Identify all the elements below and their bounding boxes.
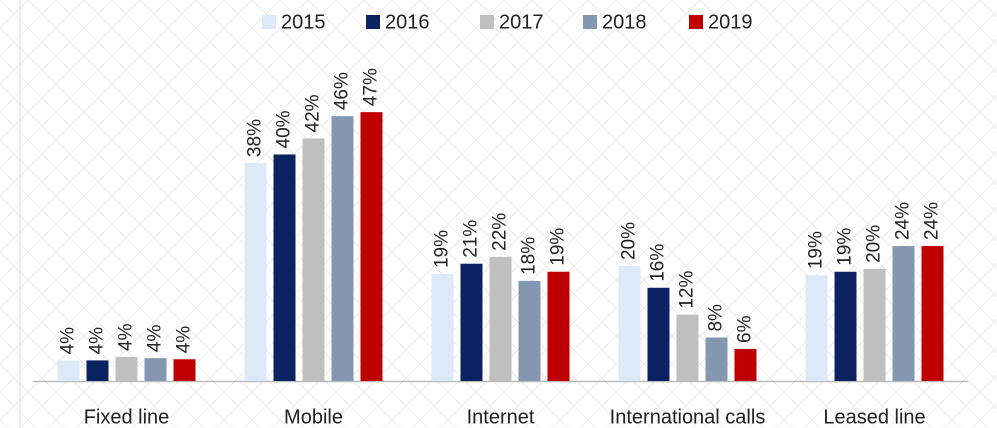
bar xyxy=(86,360,109,381)
legend-label: 2018 xyxy=(602,11,647,33)
data-label: 19% xyxy=(548,228,569,266)
legend-label: 2019 xyxy=(708,11,753,33)
bar xyxy=(618,266,641,381)
bar xyxy=(834,271,857,381)
data-label: 46% xyxy=(332,72,353,110)
bar xyxy=(273,154,296,381)
bar xyxy=(892,246,915,381)
bar xyxy=(547,271,570,381)
data-label: 16% xyxy=(648,244,669,282)
bar xyxy=(360,112,383,381)
legend-swatch xyxy=(689,15,703,29)
bar xyxy=(431,274,454,381)
x-tick-label: Leased line xyxy=(823,406,925,428)
data-label: 24% xyxy=(922,202,943,240)
data-label: 24% xyxy=(893,202,914,240)
data-label: 6% xyxy=(735,315,756,343)
data-label: 21% xyxy=(461,220,482,258)
x-tick-label: International calls xyxy=(610,406,766,428)
bar xyxy=(489,256,512,381)
bar xyxy=(144,358,167,381)
legend-label: 2016 xyxy=(385,11,430,33)
data-label: 8% xyxy=(706,304,727,332)
data-label: 20% xyxy=(864,225,885,263)
data-label: 4% xyxy=(145,325,166,353)
data-label: 18% xyxy=(519,237,540,275)
bar xyxy=(57,360,80,381)
bar xyxy=(921,246,944,381)
legend-swatch xyxy=(262,15,276,29)
bar xyxy=(173,359,196,381)
data-label: 20% xyxy=(619,222,640,260)
data-label: 42% xyxy=(303,94,324,132)
data-label: 38% xyxy=(245,119,266,157)
bar xyxy=(863,268,886,381)
bar xyxy=(518,280,541,381)
bar xyxy=(115,356,138,381)
legend-label: 2015 xyxy=(281,11,326,33)
bar xyxy=(705,337,728,381)
bar xyxy=(460,263,483,381)
data-label: 19% xyxy=(835,228,856,266)
bar xyxy=(734,348,757,381)
bar xyxy=(676,314,699,381)
data-label: 19% xyxy=(432,230,453,268)
data-label: 4% xyxy=(58,327,79,355)
data-label: 19% xyxy=(806,231,827,269)
x-tick-label: Internet xyxy=(467,406,535,428)
data-label: 4% xyxy=(116,323,137,351)
data-label: 4% xyxy=(87,327,108,355)
bar xyxy=(805,275,828,381)
data-label: 4% xyxy=(174,326,195,354)
bar xyxy=(647,287,670,381)
bar xyxy=(302,138,325,381)
data-label: 47% xyxy=(361,68,382,106)
bar xyxy=(244,163,267,381)
data-label: 40% xyxy=(274,110,295,148)
x-tick-label: Mobile xyxy=(284,406,343,428)
legend-swatch xyxy=(480,15,494,29)
bar xyxy=(331,116,354,381)
data-label: 12% xyxy=(677,271,698,309)
data-label: 22% xyxy=(490,213,511,251)
x-tick-label: Fixed line xyxy=(84,406,170,428)
legend-label: 2017 xyxy=(499,11,544,33)
legend-swatch xyxy=(583,15,597,29)
legend-swatch xyxy=(366,15,380,29)
